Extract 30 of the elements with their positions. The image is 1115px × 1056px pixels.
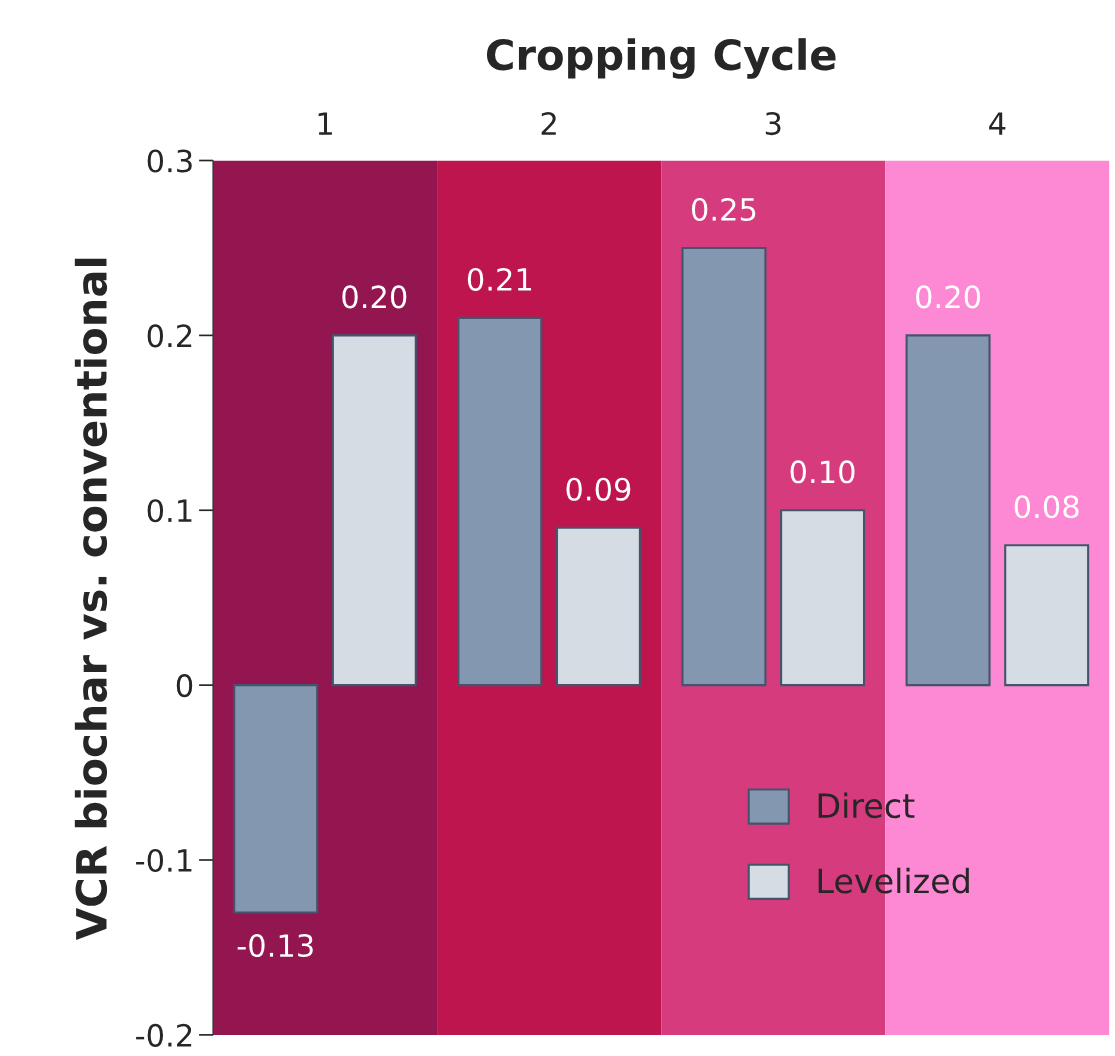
data-label: 0.08 [1014,495,1079,519]
x-tick-label: 3 [765,112,781,136]
y-tick-label: 0.3 [147,149,192,173]
x-tick-label: 2 [541,112,556,135]
x-tick-label: 4 [989,112,1006,135]
y-tick-label: 0.1 [147,499,192,523]
legend-label: Direct [818,792,915,819]
data-label: 0.20 [342,285,407,309]
data-label: 0.20 [916,285,981,309]
x-axis-title: Cropping Cycle [486,38,836,79]
bar [331,334,417,687]
data-label: 0.09 [566,477,631,501]
bar [681,246,767,687]
data-label: 0.10 [790,460,855,484]
y-tick-label: 0.2 [147,324,192,348]
data-label: 0.21 [467,267,532,291]
y-tick-label: -0.2 [136,1023,192,1047]
y-tick-label: -0.1 [136,848,192,873]
bar [905,334,991,687]
bar [1004,544,1090,687]
y-tick-label: 0 [176,674,193,698]
y-axis-title: VCR biochar vs. conventional [74,258,108,940]
data-label: -0.13 [237,933,313,958]
x-tick-label: 1 [318,112,332,135]
bar [555,526,641,687]
data-label: 0.25 [691,197,756,222]
bar [780,509,866,687]
legend-label: Levelized [818,867,969,894]
bar [457,316,543,687]
bar [233,684,319,914]
